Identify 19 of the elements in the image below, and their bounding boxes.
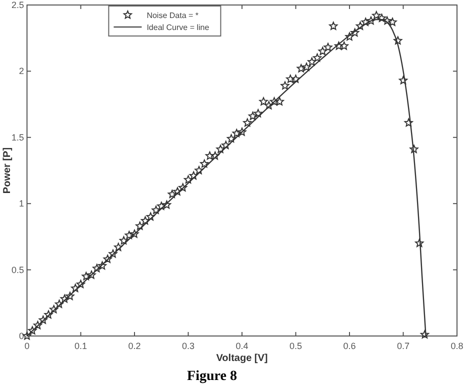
x-axis-title: Voltage [V] xyxy=(216,353,268,364)
x-tick-label: 0.8 xyxy=(450,341,464,351)
y-tick-label: 2 xyxy=(18,66,24,76)
y-tick-label: 2.5 xyxy=(11,0,24,10)
legend-label: Ideal Curve = line xyxy=(146,23,210,32)
caption: Figure 8 xyxy=(187,369,237,384)
x-tick-label: 0.2 xyxy=(128,341,141,351)
y-tick-label: 1.5 xyxy=(11,132,24,142)
y-tick-label: 0 xyxy=(18,331,24,341)
x-tick-label: 0.5 xyxy=(289,341,302,351)
x-tick-label: 0.6 xyxy=(343,341,356,351)
y-tick-label: 1 xyxy=(18,198,24,209)
y-tick-label: 0.5 xyxy=(11,264,24,275)
y-axis-title: Power [P] xyxy=(2,147,13,194)
legend-label: Noise Data = * xyxy=(146,11,199,20)
x-tick-label: 0.7 xyxy=(396,341,410,351)
x-tick-label: 0.4 xyxy=(236,341,248,351)
x-tick-label: 0.3 xyxy=(182,341,195,351)
x-tick-label: 0.1 xyxy=(74,341,88,351)
